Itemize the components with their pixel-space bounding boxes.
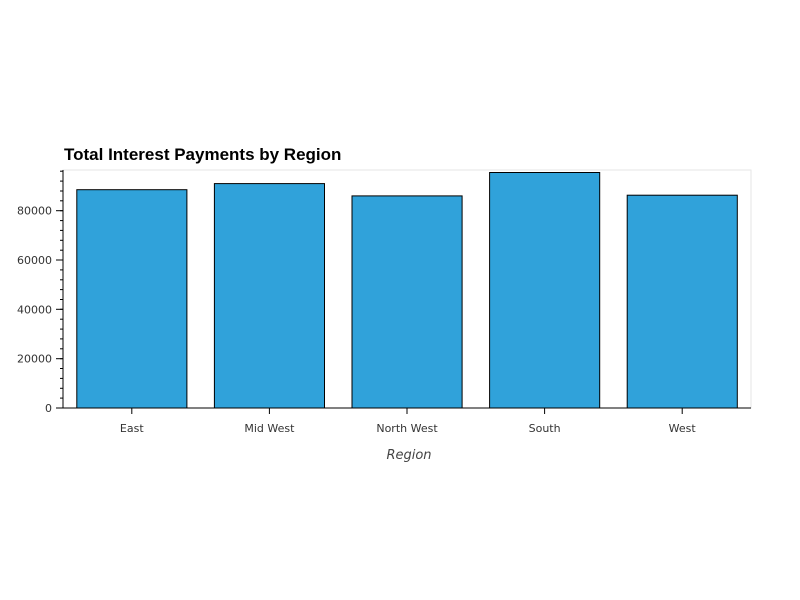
y-tick-label: 40000: [17, 303, 52, 316]
x-tick-label: Mid West: [244, 422, 295, 435]
x-tick-label: North West: [376, 422, 438, 435]
x-axis-label: Region: [386, 448, 431, 463]
x-tick-label: West: [669, 422, 697, 435]
bar-west: [626, 194, 738, 409]
x-tick-label: East: [120, 422, 144, 435]
bar-south: [489, 172, 601, 409]
y-tick-label: 60000: [17, 254, 52, 267]
chart-title: Total Interest Payments by Region: [64, 145, 341, 164]
x-tick-label: South: [529, 422, 561, 435]
bars-group: [76, 172, 738, 409]
bar-mid-west: [213, 183, 325, 409]
bar-east: [76, 189, 188, 409]
x-axis: East Mid West North West South West: [63, 407, 751, 435]
y-tick-label: 80000: [17, 205, 52, 218]
y-tick-label: 20000: [17, 353, 52, 366]
y-tick-label: 0: [45, 402, 52, 415]
bar-north-west: [351, 195, 463, 409]
y-axis: 0 20000 40000 60000 80000: [17, 170, 64, 415]
